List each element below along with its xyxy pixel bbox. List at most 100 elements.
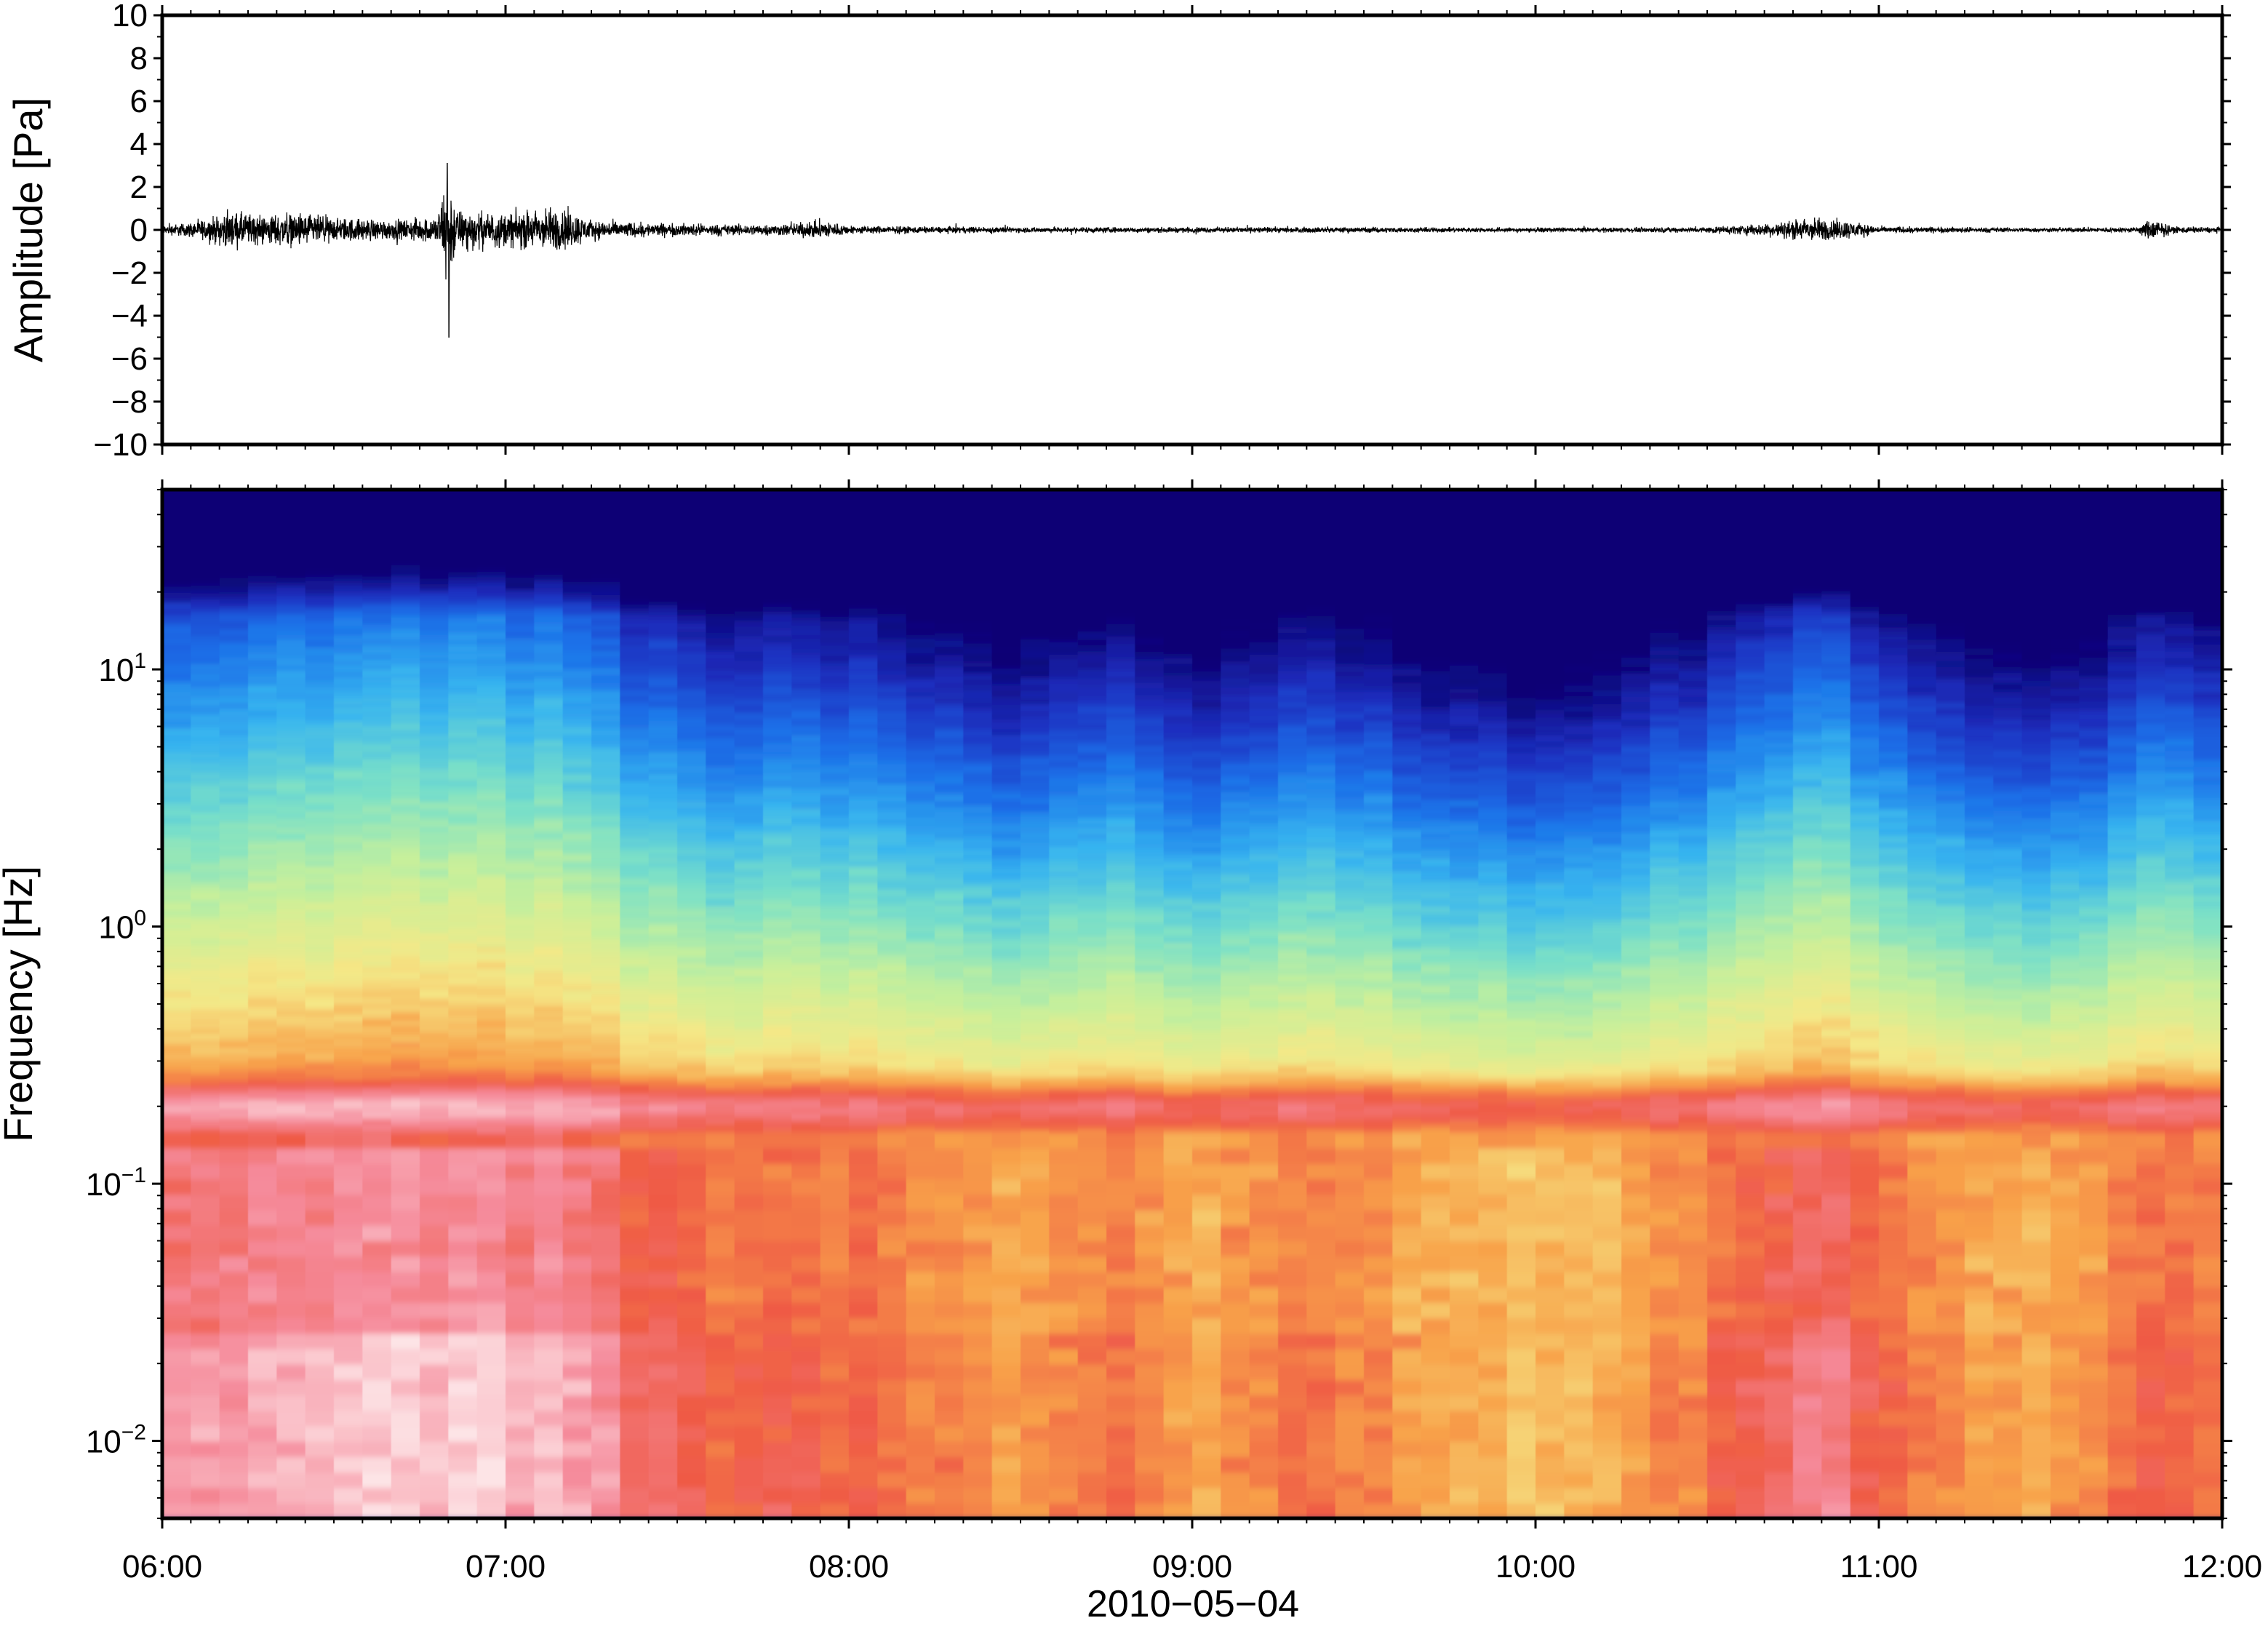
spectrogram-cell xyxy=(248,1053,277,1056)
spectrogram-cell xyxy=(248,1040,277,1044)
spectrogram-cell xyxy=(191,494,220,498)
spectrogram-cell xyxy=(706,1083,735,1087)
spectrogram-cell xyxy=(391,951,420,955)
spectrogram-cell xyxy=(591,1089,620,1093)
spectrogram-cell xyxy=(248,568,277,572)
spectrogram-cell xyxy=(477,552,506,556)
spectrogram-cell xyxy=(706,509,735,513)
spectrogram-cell xyxy=(334,929,363,933)
spectrogram-cell xyxy=(620,870,649,874)
spectrogram-cell xyxy=(420,605,449,608)
spectrogram-cell xyxy=(220,1133,249,1149)
spectrogram-cell xyxy=(420,658,449,661)
spectrogram-cell xyxy=(220,994,249,997)
spectrogram-cell xyxy=(162,987,191,991)
spectrogram-cell xyxy=(506,1040,535,1044)
spectrogram-cell xyxy=(276,1061,306,1065)
spectrogram-cell xyxy=(191,663,220,667)
spectrogram-cell xyxy=(591,679,620,682)
spectrogram-cell xyxy=(591,1111,620,1115)
spectrogram-cell xyxy=(391,562,420,565)
spectrogram-cell xyxy=(477,1472,506,1488)
spectrogram-cell xyxy=(735,1287,764,1303)
spectrogram-cell xyxy=(334,1472,363,1488)
spectrogram-cell xyxy=(391,1318,420,1334)
spectrogram-cell xyxy=(276,951,306,955)
spectrogram-cell xyxy=(506,744,535,747)
spectrogram-cell xyxy=(306,531,335,535)
spectrogram-cell xyxy=(220,1120,249,1124)
spectrogram-cell xyxy=(706,929,735,933)
spectrogram-cell xyxy=(448,753,477,757)
spectrogram-cell xyxy=(276,1046,306,1050)
spectrogram-cell xyxy=(563,744,592,747)
spectrogram-cell xyxy=(306,1195,335,1211)
spectrogram-cell xyxy=(649,1068,678,1072)
spectrogram-cell xyxy=(334,944,363,948)
spectrogram-cell xyxy=(220,870,249,874)
spectrogram-cell xyxy=(477,1179,506,1195)
spectrogram-cell xyxy=(162,855,191,858)
spectrogram-cell xyxy=(706,1133,735,1149)
spectrogram-cell xyxy=(391,935,420,938)
spectrogram-cell xyxy=(362,1053,391,1056)
spectrogram-cell xyxy=(362,1364,391,1380)
spectrogram-cell xyxy=(477,753,506,757)
spectrogram-cell xyxy=(735,1074,764,1077)
spectrogram-cell xyxy=(362,636,391,639)
spectrogram-cell xyxy=(162,972,191,976)
spectrogram-cell xyxy=(649,1334,678,1350)
spectrogram-cell xyxy=(649,605,678,608)
spectrogram-cell xyxy=(334,1441,363,1457)
spectrogram-cell xyxy=(620,1009,649,1013)
spectrogram-cell xyxy=(448,611,477,615)
spectrogram-cell xyxy=(334,1256,363,1272)
spectrogram-cell xyxy=(620,1195,649,1211)
spectrogram-cell xyxy=(220,1334,249,1350)
spectrogram-cell xyxy=(306,898,335,901)
spectrogram-cell xyxy=(420,1318,449,1334)
spectrogram-cell xyxy=(706,731,735,735)
spectrogram-cell xyxy=(649,611,678,615)
spectrogram-cell xyxy=(448,1031,477,1035)
spectrogram-cell xyxy=(620,1016,649,1019)
spectrogram-cell xyxy=(534,944,563,948)
spectrogram-cell xyxy=(306,753,335,757)
spectrogram-cell xyxy=(477,562,506,565)
spectrogram-cell xyxy=(649,935,678,938)
spectrogram-cell xyxy=(591,1364,620,1380)
spectrogram-cell xyxy=(706,760,735,763)
spectrogram-cell xyxy=(563,706,592,710)
spectrogram-cell xyxy=(477,781,506,784)
spectrogram-cell xyxy=(420,694,449,698)
spectrogram-cell xyxy=(677,1240,706,1256)
spectrogram-cell xyxy=(276,892,306,896)
spectrogram-cell xyxy=(506,673,535,677)
spectrogram-cell xyxy=(248,663,277,667)
spectrogram-cell xyxy=(448,818,477,821)
spectrogram-cell xyxy=(191,636,220,639)
spectrogram-cell xyxy=(220,1195,249,1211)
spectrogram-cell xyxy=(649,1099,678,1102)
spectrogram-cell xyxy=(362,583,391,587)
spectrogram-cell xyxy=(220,626,249,630)
spectrogram-cell xyxy=(420,972,449,976)
spectrogram-cell xyxy=(391,790,420,794)
spectrogram-cell xyxy=(334,1061,363,1065)
spectrogram-cell xyxy=(420,1133,449,1149)
spectrogram-cell xyxy=(563,599,592,602)
spectrogram-cell xyxy=(677,765,706,769)
spectrogram-cell xyxy=(448,1379,477,1395)
spectrogram-cell xyxy=(420,722,449,726)
spectrogram-cell xyxy=(448,636,477,639)
spectrogram-cell xyxy=(191,944,220,948)
spectrogram-cell xyxy=(620,760,649,763)
spectrogram-cell xyxy=(448,562,477,565)
spectrogram-cell xyxy=(620,568,649,572)
spectrogram-cell xyxy=(306,1488,335,1504)
spectrogram-cell xyxy=(477,1379,506,1395)
spectrogram-cell xyxy=(162,679,191,682)
spectrogram-cell xyxy=(191,1488,220,1504)
spectrogram-cell xyxy=(362,812,391,816)
spectrogram-cell xyxy=(162,790,191,794)
